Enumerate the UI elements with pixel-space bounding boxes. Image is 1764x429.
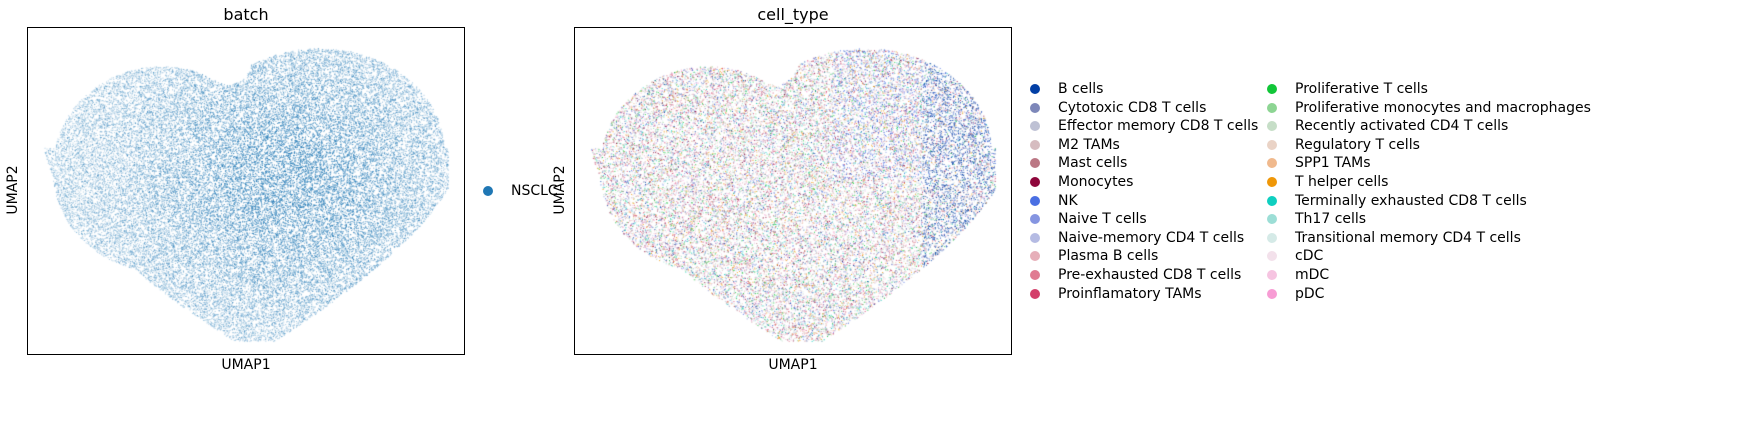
legend-marker-naive-memory-cd4-t-cells: [1030, 232, 1040, 243]
x-axis-label-batch: UMAP1: [221, 357, 271, 373]
legend-label-spp1-tams: SPP1 TAMs: [1295, 155, 1371, 172]
legend-item-t-helper-cells: T helper cells: [1267, 172, 1388, 192]
legend-label-nsclc: NSCLC: [511, 183, 558, 199]
legend-item-proliferative-t-cells: Proliferative T cells: [1267, 79, 1428, 99]
legend-label-effector-memory-cd8-t-cells: Effector memory CD8 T cells: [1058, 118, 1259, 135]
legend-label-naive-memory-cd4-t-cells: Naive-memory CD4 T cells: [1058, 229, 1245, 246]
legend-item-mdc: mDC: [1267, 265, 1329, 285]
legend-item-th17-cells: Th17 cells: [1267, 209, 1366, 229]
legend-marker-monocytes: [1030, 177, 1040, 187]
legend-label-proinflamatory-tams: Proinflamatory TAMs: [1058, 285, 1202, 302]
legend-marker-nk: [1030, 195, 1040, 206]
legend-item-monocytes: Monocytes: [1030, 172, 1133, 192]
legend-item-naive-memory-cd4-t-cells: Naive-memory CD4 T cells: [1030, 228, 1244, 248]
legend-label-mdc: mDC: [1295, 267, 1330, 283]
chart-title-batch: batch: [223, 5, 269, 24]
legend-marker-effector-memory-cd8-t-cells: [1030, 121, 1040, 132]
legend-marker-plasma-b-cells: [1030, 251, 1040, 262]
legend-marker-terminally-exhausted-cd8-t-cells: [1267, 195, 1277, 206]
legend-item-b-cells: B cells: [1030, 79, 1103, 99]
legend-marker-th17-cells: [1267, 214, 1277, 225]
legend-item-cdc: cDC: [1267, 246, 1323, 266]
legend-marker-b-cells: [1030, 84, 1040, 94]
legend-marker-spp1-tams: [1267, 158, 1277, 169]
legend-label-transitional-memory-cd4-t-cells: Transitional memory CD4 T cells: [1295, 229, 1521, 246]
legend-label-mast-cells: Mast cells: [1058, 155, 1128, 172]
legend-item-proinflamatory-tams: Proinflamatory TAMs: [1030, 284, 1202, 304]
legend-item-spp1-tams: SPP1 TAMs: [1267, 153, 1371, 173]
legend-marker-cytotoxic-cd8-t-cells: [1030, 102, 1040, 113]
legend-label-cytotoxic-cd8-t-cells: Cytotoxic CD8 T cells: [1058, 99, 1207, 116]
legend-marker-pre-exhausted-cd8-t-cells: [1030, 270, 1040, 280]
legend-marker-naive-t-cells: [1030, 214, 1040, 225]
legend-marker-proinflamatory-tams: [1030, 288, 1040, 299]
legend-label-plasma-b-cells: Plasma B cells: [1058, 248, 1159, 265]
legend-item-regulatory-t-cells: Regulatory T cells: [1267, 135, 1420, 155]
legend-marker-m2-tams: [1030, 139, 1040, 150]
legend-item-nsclc: NSCLC: [483, 181, 558, 201]
legend-label-nk: NK: [1058, 192, 1078, 209]
legend-label-recently-activated-cd4-t-cells: Recently activated CD4 T cells: [1295, 118, 1509, 135]
legend-item-pre-exhausted-cd8-t-cells: Pre-exhausted CD8 T cells: [1030, 265, 1241, 285]
legend-label-th17-cells: Th17 cells: [1295, 211, 1367, 228]
scatter-points-cell-type: [575, 28, 1011, 354]
legend-label-m2-tams: M2 TAMs: [1058, 136, 1120, 153]
legend-item-transitional-memory-cd4-t-cells: Transitional memory CD4 T cells: [1267, 228, 1521, 248]
scatter-points-batch: [28, 28, 464, 354]
legend-item-pdc: pDC: [1267, 284, 1324, 304]
legend-label-naive-t-cells: Naive T cells: [1058, 211, 1147, 228]
legend-marker-regulatory-t-cells: [1267, 139, 1277, 150]
legend-item-proliferative-monocytes-and-macrophages: Proliferative monocytes and macrophages: [1267, 98, 1591, 118]
legend-marker-t-helper-cells: [1267, 177, 1277, 187]
scatter-plot-cell-type: [574, 27, 1012, 355]
legend-label-pre-exhausted-cd8-t-cells: Pre-exhausted CD8 T cells: [1058, 267, 1242, 283]
legend-marker-proliferative-monocytes-and-macrophages: [1267, 102, 1277, 113]
x-axis-label-cell-type: UMAP1: [768, 357, 818, 373]
legend-label-regulatory-t-cells: Regulatory T cells: [1295, 136, 1420, 153]
legend-label-pdc: pDC: [1295, 285, 1325, 302]
y-axis-label-batch: UMAP2: [5, 165, 21, 215]
legend-item-mast-cells: Mast cells: [1030, 153, 1127, 173]
legend-item-cytotoxic-cd8-t-cells: Cytotoxic CD8 T cells: [1030, 98, 1206, 118]
legend-marker-pdc: [1267, 288, 1277, 299]
legend-marker-recently-activated-cd4-t-cells: [1267, 121, 1277, 132]
legend-item-effector-memory-cd8-t-cells: Effector memory CD8 T cells: [1030, 116, 1258, 136]
legend-marker-proliferative-t-cells: [1267, 84, 1277, 94]
legend-label-b-cells: B cells: [1058, 81, 1104, 97]
legend-marker-transitional-memory-cd4-t-cells: [1267, 232, 1277, 243]
legend-label-monocytes: Monocytes: [1058, 174, 1134, 190]
y-axis-label-cell-type: UMAP2: [552, 165, 568, 215]
legend-item-plasma-b-cells: Plasma B cells: [1030, 246, 1158, 266]
legend-marker-cdc: [1267, 251, 1277, 262]
legend-item-nk: NK: [1030, 191, 1078, 211]
legend-label-cdc: cDC: [1295, 248, 1324, 265]
chart-title-cell-type: cell_type: [757, 5, 829, 24]
legend-item-naive-t-cells: Naive T cells: [1030, 209, 1147, 229]
legend-label-terminally-exhausted-cd8-t-cells: Terminally exhausted CD8 T cells: [1295, 192, 1527, 209]
legend-item-m2-tams: M2 TAMs: [1030, 135, 1120, 155]
legend-marker-nsclc: [483, 186, 493, 196]
legend-item-recently-activated-cd4-t-cells: Recently activated CD4 T cells: [1267, 116, 1508, 136]
legend-marker-mast-cells: [1030, 158, 1040, 169]
legend-label-proliferative-t-cells: Proliferative T cells: [1295, 81, 1428, 97]
legend-label-t-helper-cells: T helper cells: [1295, 174, 1389, 190]
legend-item-terminally-exhausted-cd8-t-cells: Terminally exhausted CD8 T cells: [1267, 191, 1527, 211]
legend-label-proliferative-monocytes-and-macrophages: Proliferative monocytes and macrophages: [1295, 99, 1591, 116]
legend-marker-mdc: [1267, 270, 1277, 280]
scatter-plot-batch: [27, 27, 465, 355]
